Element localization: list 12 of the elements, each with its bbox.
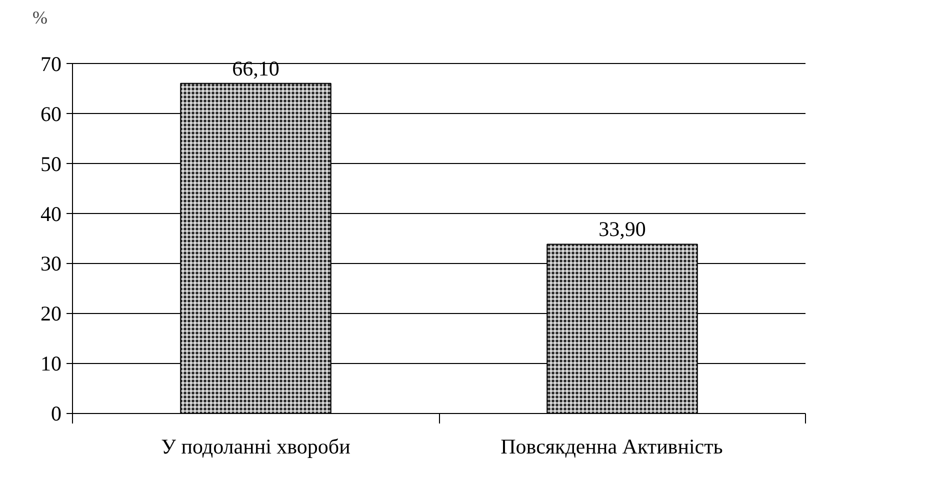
y-tick-label: 60 [40, 102, 62, 126]
x-tick-label: Повсякденна Активність [500, 434, 723, 458]
y-axis-title: % [32, 8, 48, 28]
y-tick-label: 0 [51, 402, 62, 426]
x-tick-label: У подоланні хвороби [161, 434, 350, 458]
data-label: 33,90 [598, 217, 646, 242]
y-tick-label: 40 [40, 202, 62, 226]
y-tick-label: 70 [40, 52, 62, 76]
y-tick-label: 50 [40, 152, 62, 176]
y-tick-label: 10 [40, 352, 62, 376]
y-tick-label: 20 [40, 302, 62, 326]
y-tick-label: 30 [40, 252, 62, 276]
